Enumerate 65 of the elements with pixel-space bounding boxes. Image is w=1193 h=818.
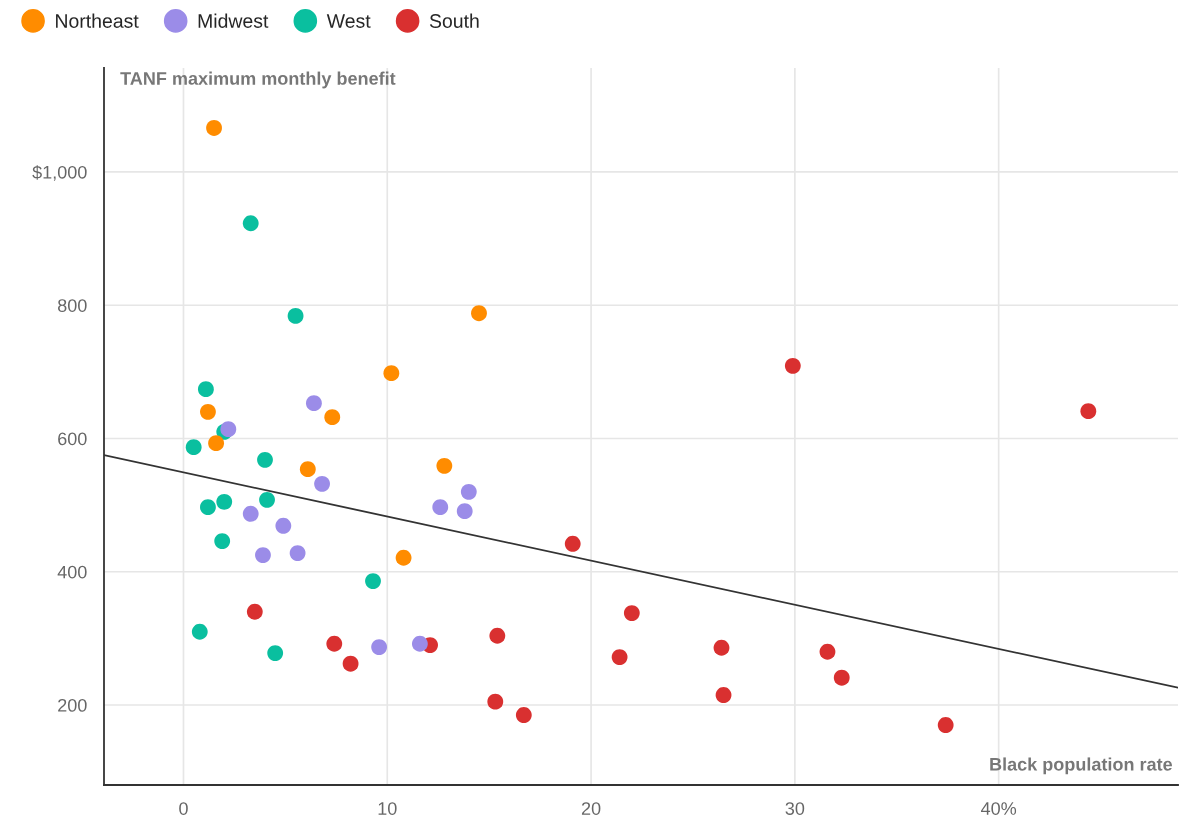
point: [206, 120, 222, 136]
point: [287, 307, 304, 324]
x-tick-label: 0: [179, 802, 188, 815]
point: [200, 403, 216, 420]
point: [305, 395, 322, 412]
y-tick-label: 200: [58, 698, 87, 712]
point: [436, 457, 453, 474]
point: [623, 605, 640, 621]
point: [715, 687, 732, 703]
y-tick-label: 400: [57, 565, 87, 579]
point: [784, 357, 801, 374]
point: [197, 381, 214, 398]
point: [342, 655, 359, 672]
point: [471, 305, 487, 322]
point: [411, 635, 428, 652]
point: [275, 517, 292, 534]
x-tick-label: 40%: [981, 802, 1017, 815]
legend-label: Northeast: [56, 13, 139, 28]
point: [564, 535, 581, 552]
point: [259, 491, 275, 508]
point: [713, 639, 730, 656]
x-tick-label: 30: [785, 802, 805, 815]
point: [289, 545, 306, 562]
legend-label: South: [429, 13, 479, 28]
point: [267, 645, 284, 661]
point: [515, 707, 532, 723]
point: [216, 493, 233, 510]
point: [185, 439, 202, 456]
point: [246, 603, 263, 620]
point: [611, 649, 628, 665]
legend-label: Midwest: [198, 13, 269, 28]
x-tick-label: 20: [581, 802, 601, 815]
point: [314, 475, 330, 492]
point: [395, 549, 412, 566]
point: [220, 421, 237, 438]
point: [242, 215, 259, 232]
point: [819, 643, 836, 660]
point: [324, 409, 341, 426]
point: [489, 627, 506, 644]
point: [365, 573, 381, 590]
x-tick-label: 10: [378, 802, 397, 815]
point: [937, 717, 954, 733]
point: [299, 461, 316, 478]
point: [214, 533, 231, 550]
point: [200, 499, 216, 516]
point: [1080, 403, 1097, 420]
point: [257, 451, 273, 468]
legend-label: West: [326, 14, 371, 28]
point: [432, 499, 449, 516]
point: [460, 483, 477, 500]
y-tick-label: 800: [58, 299, 87, 312]
x-axis-title: Black population rate: [990, 757, 1173, 775]
y-axis-title: TANF maximum monthly benefit: [120, 71, 396, 89]
point: [255, 547, 271, 564]
point: [487, 693, 504, 710]
point: [191, 623, 208, 640]
point: [383, 365, 400, 382]
point: [371, 639, 388, 655]
y-tick-label: $1,000: [32, 165, 87, 181]
point: [326, 635, 343, 652]
point: [456, 503, 473, 520]
point: [208, 435, 225, 452]
y-tick-label: 600: [58, 432, 87, 446]
point: [242, 505, 259, 522]
point: [833, 669, 850, 686]
